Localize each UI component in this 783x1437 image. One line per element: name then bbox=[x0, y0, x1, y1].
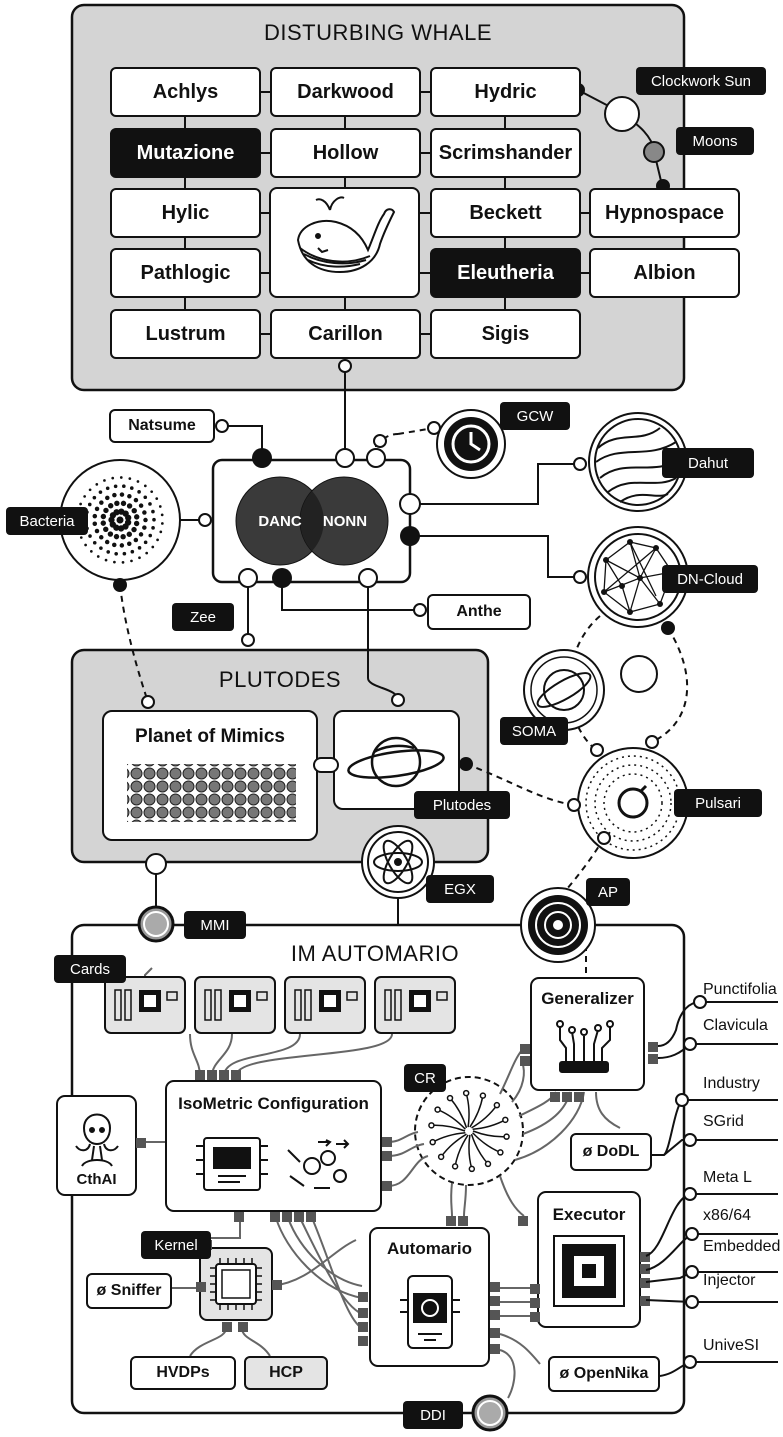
cell-hollow[interactable]: Hollow bbox=[270, 128, 421, 178]
saturn-icon bbox=[347, 736, 445, 788]
device-chip-icon bbox=[400, 1275, 460, 1349]
tag-bacteria: Bacteria bbox=[6, 507, 88, 535]
output-label: Meta L bbox=[703, 1169, 752, 1186]
tag-moons: Moons bbox=[676, 127, 754, 155]
plutodes-title: PLUTODES bbox=[218, 667, 342, 692]
tag-ap: AP bbox=[586, 878, 630, 906]
output-label: UniveSI bbox=[703, 1337, 760, 1354]
memory-card-icon bbox=[104, 976, 186, 1034]
whale-title: DISTURBING WHALE bbox=[263, 20, 493, 45]
cell-pathlogic[interactable]: Pathlogic bbox=[110, 248, 261, 298]
cell-beckett[interactable]: Beckett bbox=[430, 188, 581, 238]
cell-eleutheria[interactable]: Eleutheria bbox=[430, 248, 581, 298]
isometric-box bbox=[165, 1080, 382, 1212]
box-hcp[interactable]: HCP bbox=[244, 1356, 328, 1390]
marble-icon bbox=[588, 412, 688, 512]
cell-hydric[interactable]: Hydric bbox=[430, 67, 581, 117]
cell-mutazione[interactable]: Mutazione bbox=[110, 128, 261, 178]
atom-icon bbox=[361, 825, 435, 899]
venn-left-label: DANC bbox=[258, 512, 302, 530]
tag-soma: SOMA bbox=[500, 717, 568, 745]
output-label: Industry bbox=[703, 1075, 760, 1092]
cell-scrimshander[interactable]: Scrimshander bbox=[430, 128, 581, 178]
cell-carillon[interactable]: Carillon bbox=[270, 309, 421, 359]
box-opennika[interactable]: ø OpenNika bbox=[548, 1356, 660, 1392]
automario-box-title: Automario bbox=[387, 1239, 472, 1258]
output-label: SGrid bbox=[703, 1113, 744, 1130]
tag-egx: EGX bbox=[426, 875, 494, 903]
cell-albion[interactable]: Albion bbox=[589, 248, 740, 298]
octopus-icon bbox=[75, 1113, 119, 1167]
cthai-label: CthAI bbox=[76, 1170, 117, 1188]
output-label: x86/64 bbox=[703, 1207, 752, 1224]
cell-hylic[interactable]: Hylic bbox=[110, 188, 261, 238]
circuit-tree-icon bbox=[556, 1020, 614, 1073]
cell-darkwood[interactable]: Darkwood bbox=[270, 67, 421, 117]
output-label: Injector bbox=[703, 1272, 756, 1289]
mimic-dot-grid bbox=[127, 764, 296, 822]
generalizer-box bbox=[530, 977, 645, 1091]
memory-card-icon bbox=[284, 976, 366, 1034]
disc-icon bbox=[520, 887, 596, 963]
memory-card-icon bbox=[194, 976, 276, 1034]
config-chip-icon bbox=[196, 1137, 268, 1191]
isometric-title: IsoMetric Configuration bbox=[178, 1094, 369, 1113]
processor-icon bbox=[553, 1235, 625, 1307]
memory-card-icon bbox=[374, 976, 456, 1034]
tag-pulsari: Pulsari bbox=[674, 789, 762, 817]
gear-flow-icon bbox=[287, 1139, 350, 1189]
soma-planet-icon bbox=[523, 649, 605, 731]
cell-sigis[interactable]: Sigis bbox=[430, 309, 581, 359]
bacteria-icon bbox=[59, 459, 181, 581]
tag-cards: Cards bbox=[54, 955, 126, 983]
cell-hypnospace[interactable]: Hypnospace bbox=[589, 188, 740, 238]
tag-plutodes: Plutodes bbox=[414, 791, 510, 819]
box-hvdps[interactable]: HVDPs bbox=[130, 1356, 236, 1390]
planet-of-mimics-title: Planet of Mimics bbox=[135, 726, 285, 747]
box-dodl[interactable]: ø DoDL bbox=[570, 1133, 652, 1171]
tag-dn-cloud: DN-Cloud bbox=[662, 565, 758, 593]
tag-ddi: DDI bbox=[403, 1401, 463, 1429]
pulsar-icon bbox=[577, 747, 689, 859]
executor-title: Executor bbox=[552, 1205, 626, 1224]
cell-lustrum[interactable]: Lustrum bbox=[110, 309, 261, 359]
tag-cr: CR bbox=[404, 1064, 446, 1092]
tag-zee: Zee bbox=[172, 603, 234, 631]
clock-icon bbox=[436, 409, 506, 479]
output-label: Embedded bbox=[703, 1238, 781, 1255]
tag-gcw: GCW bbox=[500, 402, 570, 430]
box-natsume[interactable]: Natsume bbox=[109, 409, 215, 443]
cell-achlys[interactable]: Achlys bbox=[110, 67, 261, 117]
kernel-chip bbox=[199, 1247, 273, 1321]
tag-kernel: Kernel bbox=[141, 1231, 211, 1259]
generalizer-title: Generalizer bbox=[541, 989, 634, 1008]
box-sniffer[interactable]: ø Sniffer bbox=[86, 1273, 172, 1309]
box-anthe[interactable]: Anthe bbox=[427, 594, 531, 630]
whale-icon bbox=[296, 196, 396, 274]
output-label: Punctifolia bbox=[703, 981, 777, 998]
tag-clockwork-sun: Clockwork Sun bbox=[636, 67, 766, 95]
output-label: Clavicula bbox=[703, 1017, 768, 1034]
venn-right-label: NONN bbox=[322, 512, 368, 530]
tag-dahut: Dahut bbox=[662, 448, 754, 478]
tag-mmi: MMI bbox=[184, 911, 246, 939]
network-icon bbox=[587, 526, 689, 628]
automario-title: IM AUTOMARIO bbox=[290, 941, 460, 966]
